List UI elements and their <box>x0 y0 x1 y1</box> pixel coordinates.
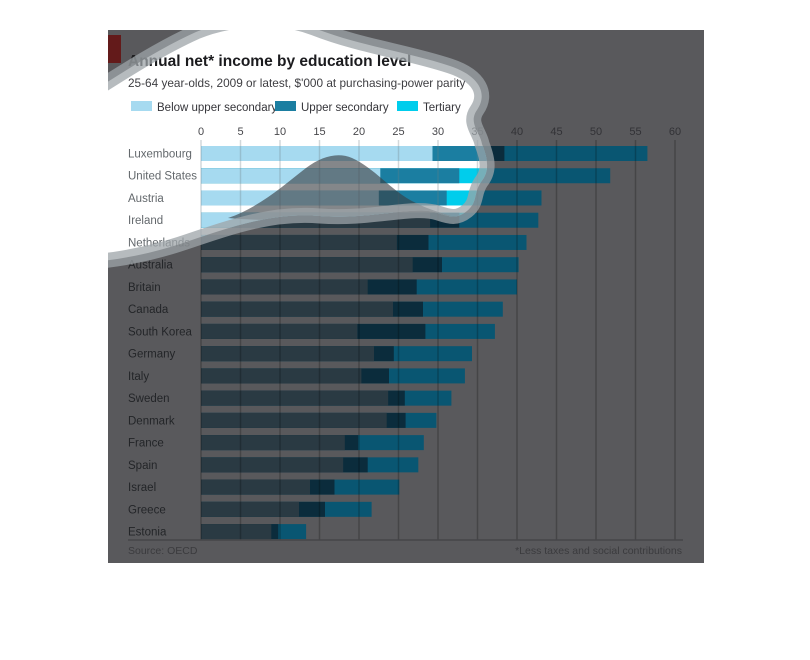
country-label: Greece <box>128 504 166 516</box>
tick-label: 55 <box>629 126 641 138</box>
bar-segment-below-upper-secondary <box>201 435 345 451</box>
blob-fringe <box>108 30 495 268</box>
bar-segment-below-upper-secondary <box>201 257 413 273</box>
bar-segment-below-upper-secondary <box>201 501 299 517</box>
bar-segment-below-upper-secondary <box>201 412 387 428</box>
bar-segment-below-upper-secondary <box>201 524 272 540</box>
tick-label: 40 <box>511 126 523 138</box>
legend-swatch-upper <box>275 101 296 111</box>
bar-segment-below-upper-secondary <box>201 234 397 250</box>
tick-label: 5 <box>237 126 243 138</box>
country-label: Luxembourg <box>128 149 192 161</box>
legend-swatch-tertiary <box>397 101 418 111</box>
chart-subtitle: 25-64 year-olds, 2009 or latest, $'000 a… <box>128 76 465 90</box>
legend-label-upper: Upper secondary <box>301 102 389 114</box>
country-label: United States <box>128 171 197 183</box>
country-label: Austria <box>128 193 164 205</box>
tick-label: 25 <box>392 126 404 138</box>
source-note: Source: OECD <box>128 545 198 557</box>
bar-segment-below-upper-secondary <box>201 368 362 384</box>
bar-segment-below-upper-secondary <box>201 479 310 495</box>
country-label: Estonia <box>128 527 167 539</box>
bar-segment-below-upper-secondary <box>201 390 389 406</box>
country-label: Britain <box>128 282 161 294</box>
bar-segment-below-upper-secondary <box>201 279 368 295</box>
legend: Below upper secondary Upper secondary Te… <box>131 101 461 114</box>
bar-segment-below-upper-secondary <box>201 146 433 161</box>
country-label: Sweden <box>128 393 170 405</box>
country-label: Israel <box>128 482 156 494</box>
chart-canvas: Annual net* income by education level 25… <box>108 30 704 563</box>
tick-label: 0 <box>198 126 204 138</box>
bar-segment-below-upper-secondary <box>201 457 344 473</box>
legend-swatch-below <box>131 101 152 111</box>
country-label: Canada <box>128 304 169 316</box>
country-label: Germany <box>128 349 176 361</box>
country-label: France <box>128 438 164 450</box>
tick-label: 10 <box>274 126 286 138</box>
country-label: Spain <box>128 460 157 472</box>
chart-title: Annual net* income by education level <box>128 53 411 70</box>
tick-label: 45 <box>550 126 562 138</box>
legend-label-tertiary: Tertiary <box>423 102 461 114</box>
country-label: Ireland <box>128 215 163 227</box>
tick-label: 20 <box>353 126 365 138</box>
tick-label: 50 <box>590 126 602 138</box>
country-label: Italy <box>128 371 149 383</box>
country-label: Australia <box>128 260 173 272</box>
footnote: *Less taxes and social contributions <box>515 545 682 557</box>
legend-label-below: Below upper secondary <box>157 102 277 114</box>
bar-segment-below-upper-secondary <box>201 301 393 317</box>
tick-label: 60 <box>669 126 681 138</box>
bar-segment-below-upper-secondary <box>201 346 374 362</box>
country-label: Denmark <box>128 415 175 427</box>
tick-label: 15 <box>313 126 325 138</box>
bar-segment-below-upper-secondary <box>201 323 358 339</box>
country-label: South Korea <box>128 326 193 338</box>
red-tab <box>108 35 121 63</box>
tick-label: 30 <box>432 126 444 138</box>
blob-hill-overlay <box>228 155 451 221</box>
